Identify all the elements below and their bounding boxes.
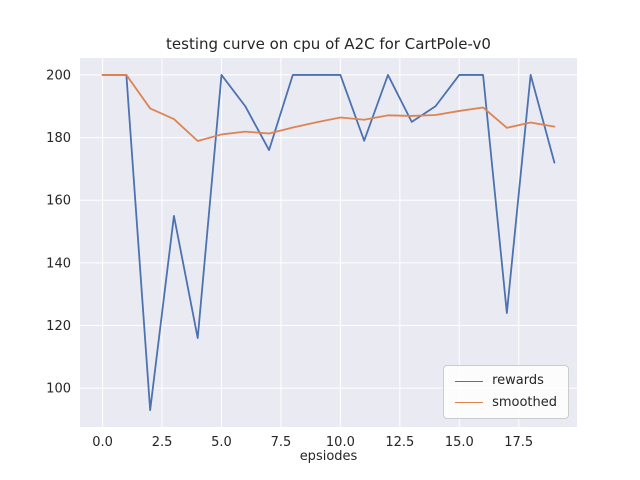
y-tick-label: 160 xyxy=(46,194,71,209)
y-tick-label: 180 xyxy=(46,131,71,146)
x-tick-label: 10.0 xyxy=(326,435,355,450)
legend-line-swatch xyxy=(455,381,484,383)
legend-line-swatch xyxy=(455,402,484,404)
x-tick-label: 17.5 xyxy=(504,435,533,450)
chart-title: testing curve on cpu of A2C for CartPole… xyxy=(166,35,491,53)
y-tick-label: 140 xyxy=(46,256,71,271)
y-tick-label: 200 xyxy=(46,68,71,83)
legend: rewards smoothed xyxy=(443,365,569,419)
series-line-smoothed xyxy=(101,74,556,142)
legend-label: rewards xyxy=(492,373,544,389)
x-axis-label: epsiodes xyxy=(299,449,358,464)
x-tick-label: 5.0 xyxy=(211,435,232,450)
series-line-rewards xyxy=(101,74,556,411)
legend-item-rewards: rewards xyxy=(455,374,557,388)
x-tick-label: 7.5 xyxy=(271,435,292,450)
x-tick-label: 12.5 xyxy=(385,435,414,450)
legend-label: smoothed xyxy=(492,394,557,410)
y-tick-label: 120 xyxy=(46,319,71,334)
x-tick-label: 15.0 xyxy=(445,435,474,450)
x-tick-label: 0.0 xyxy=(92,435,113,450)
y-tick-label: 100 xyxy=(46,382,71,397)
legend-item-smoothed: smoothed xyxy=(455,394,557,410)
x-tick-label: 2.5 xyxy=(152,435,173,450)
